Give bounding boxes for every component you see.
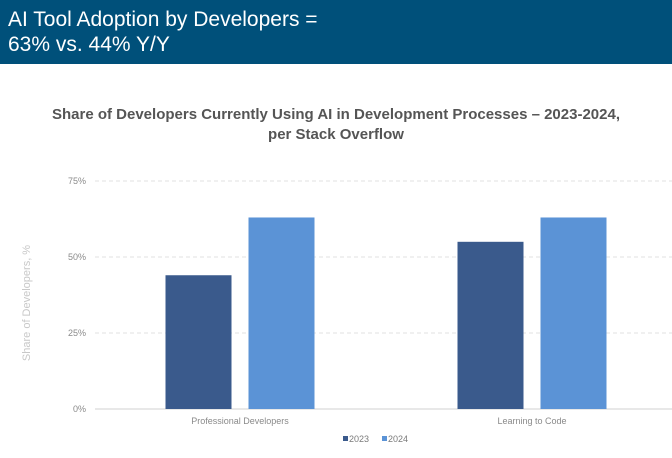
bar-2024-learning [540, 217, 607, 409]
chart-title-line-1: Share of Developers Currently Using AI i… [51, 106, 620, 123]
bar-2024-professional [248, 217, 315, 409]
y-tick-label: 50% [68, 252, 86, 262]
header-banner: AI Tool Adoption by Developers = 63% vs.… [0, 0, 672, 64]
legend-swatch-2024 [382, 436, 387, 441]
header-title-line-2: 63% vs. 44% Y/Y [8, 33, 170, 56]
x-tick-label: Professional Developers [191, 416, 289, 426]
bar-2023-professional [165, 275, 232, 409]
y-tick-label: 0% [73, 404, 86, 414]
y-tick-label: 75% [68, 176, 86, 186]
chart-title-line-2: per Stack Overflow [268, 126, 404, 143]
bar-2023-learning [457, 241, 524, 409]
chart-title: Share of Developers Currently Using AI i… [0, 105, 672, 145]
y-tick-label: 25% [68, 328, 86, 338]
legend-label-2024: 2024 [388, 434, 408, 444]
y-axis-label: Share of Developers, % [21, 245, 33, 361]
x-tick-label: Learning to Code [497, 416, 566, 426]
legend-label-2023: 2023 [349, 434, 369, 444]
legend-swatch-2023 [343, 436, 348, 441]
header-title-line-1: AI Tool Adoption by Developers = [8, 8, 318, 31]
